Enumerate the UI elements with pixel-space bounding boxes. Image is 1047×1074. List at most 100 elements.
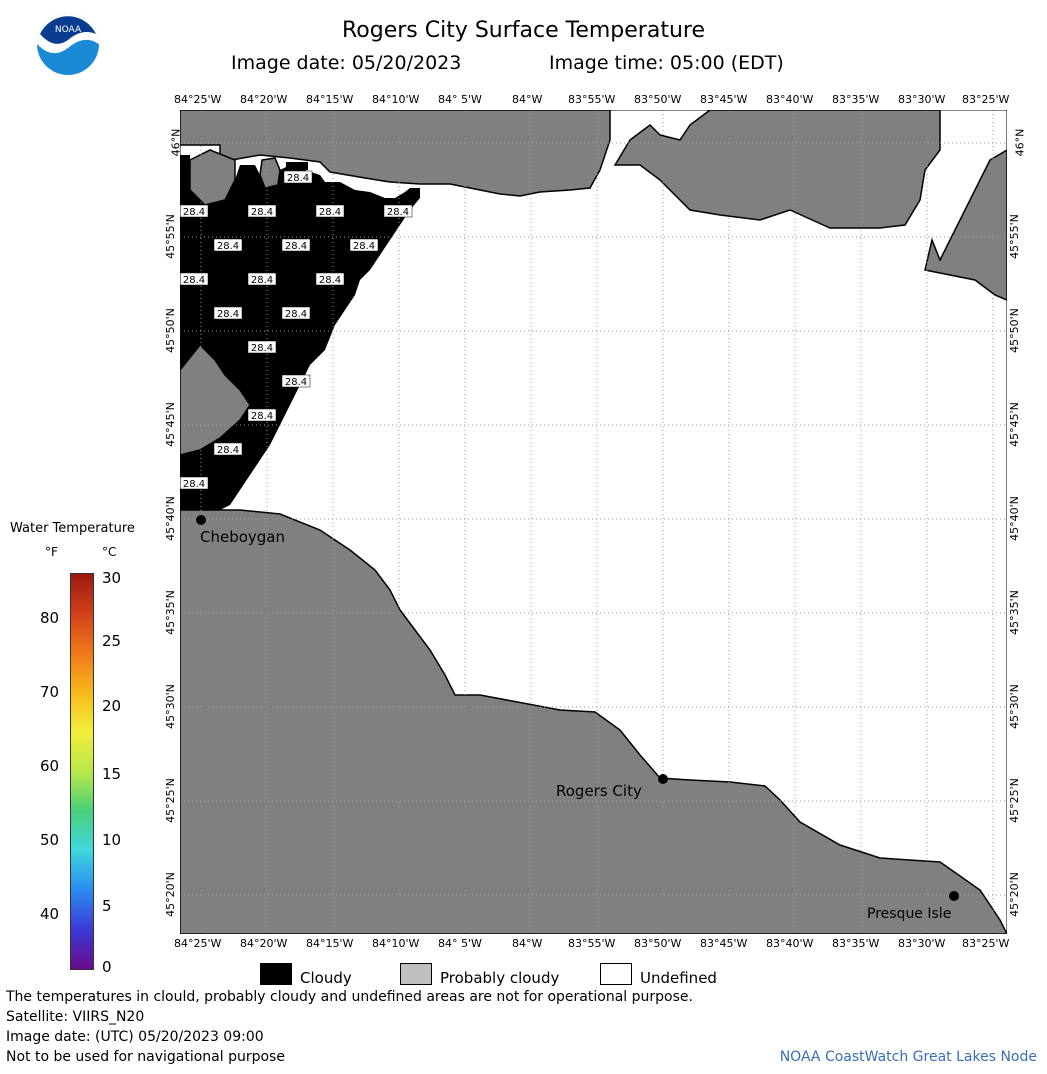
temp-label: 28.4 bbox=[180, 476, 209, 490]
colorbar-c-tick: 5 bbox=[102, 897, 112, 915]
temp-label: 28.4 bbox=[281, 306, 311, 320]
city-marker bbox=[196, 515, 206, 525]
map-panel: 28.4 28.4 28.4 28.4 28.4 28.4 28.4 28.4 … bbox=[180, 110, 1007, 934]
svg-text:28.4: 28.4 bbox=[387, 207, 409, 218]
key-undefined-label: Undefined bbox=[640, 969, 717, 987]
footer-disclaimer: The temperatures in clould, probably clo… bbox=[6, 989, 693, 1005]
lat-lon-grid bbox=[180, 110, 1007, 934]
footer-nav: Not to be used for navigational purpose bbox=[6, 1049, 285, 1065]
temp-label: 28.4 bbox=[281, 374, 311, 388]
lon-tick: 83°30'W bbox=[898, 93, 946, 106]
svg-text:28.4: 28.4 bbox=[217, 309, 239, 320]
temp-label: 28.4 bbox=[283, 170, 313, 184]
svg-text:28.4: 28.4 bbox=[287, 173, 309, 184]
city-label: Rogers City bbox=[556, 782, 642, 800]
colorbar-c-tick: 30 bbox=[102, 569, 122, 587]
lon-tick: 84°25'W bbox=[174, 93, 222, 106]
lon-tick: 83°50'W bbox=[634, 93, 682, 106]
svg-text:28.4: 28.4 bbox=[183, 479, 205, 490]
key-cloudy-label: Cloudy bbox=[300, 969, 352, 987]
temp-label: 28.4 bbox=[315, 272, 345, 286]
lat-tick: 45°35'N bbox=[1007, 590, 1021, 635]
svg-text:28.4: 28.4 bbox=[217, 445, 239, 456]
lat-tick: 45°30'N bbox=[1007, 684, 1021, 729]
lon-tick: 84°15'W bbox=[306, 93, 354, 106]
temp-label: 28.4 bbox=[180, 204, 209, 218]
logo-text: NOAA bbox=[55, 25, 82, 35]
lon-tick: 83°25'W bbox=[962, 93, 1010, 106]
temp-label: 28.4 bbox=[247, 204, 277, 218]
land-north-east bbox=[613, 110, 941, 229]
map-title: Rogers City Surface Temperature bbox=[341, 18, 706, 43]
colorbar-c-tick: 0 bbox=[102, 958, 112, 976]
lon-tick: 83°35'W bbox=[832, 937, 880, 950]
svg-text:28.4: 28.4 bbox=[353, 241, 375, 252]
lon-tick: 84°25'W bbox=[174, 937, 222, 950]
svg-text:28.4: 28.4 bbox=[251, 411, 273, 422]
svg-text:28.4: 28.4 bbox=[217, 241, 239, 252]
svg-text:28.4: 28.4 bbox=[183, 275, 205, 286]
colorbar bbox=[70, 573, 94, 970]
lat-tick: 45°30'N bbox=[163, 684, 177, 729]
temp-label: 28.4 bbox=[349, 238, 379, 252]
temp-label: 28.4 bbox=[247, 272, 277, 286]
image-date: Image date: 05/20/2023 bbox=[231, 52, 462, 74]
lat-tick: 45°25'N bbox=[1007, 778, 1021, 823]
city-marker bbox=[949, 891, 959, 901]
land-mainland bbox=[180, 509, 1007, 934]
footer-credit: NOAA CoastWatch Great Lakes Node bbox=[779, 1049, 1037, 1065]
lon-tick: 83°45'W bbox=[700, 93, 748, 106]
lat-tick: 46°N bbox=[169, 128, 183, 157]
land-east bbox=[924, 149, 1007, 301]
city-label: Presque Isle bbox=[867, 906, 951, 922]
lon-tick: 83°40'W bbox=[766, 93, 814, 106]
svg-text:28.4: 28.4 bbox=[285, 377, 307, 388]
colorbar-c-tick: 10 bbox=[102, 831, 122, 849]
city-marker bbox=[658, 774, 668, 784]
lon-tick: 83°50'W bbox=[634, 937, 682, 950]
temp-label: 28.4 bbox=[247, 340, 277, 354]
lon-tick: 84° 5'W bbox=[438, 937, 482, 950]
lon-tick: 84°W bbox=[512, 93, 543, 106]
colorbar-f-tick: 80 bbox=[40, 609, 60, 627]
svg-text:28.4: 28.4 bbox=[251, 207, 273, 218]
lat-tick: 45°35'N bbox=[163, 590, 177, 635]
key-undefined-swatch bbox=[600, 963, 632, 985]
city-label: Cheboygan bbox=[200, 528, 285, 546]
key-probably-cloudy-swatch bbox=[400, 963, 432, 985]
svg-text:28.4: 28.4 bbox=[319, 207, 341, 218]
city-presque-isle: Presque Isle bbox=[867, 891, 959, 922]
colorbar-f-tick: 40 bbox=[40, 905, 60, 923]
lon-tick: 83°55'W bbox=[568, 93, 616, 106]
lat-tick: 45°40'N bbox=[1007, 496, 1021, 541]
lon-tick: 83°45'W bbox=[700, 937, 748, 950]
temp-label: 28.4 bbox=[383, 204, 413, 218]
lon-tick: 83°55'W bbox=[568, 937, 616, 950]
temp-label: 28.4 bbox=[315, 204, 345, 218]
temp-label: 28.4 bbox=[281, 238, 311, 252]
colorbar-f-tick: 50 bbox=[40, 831, 60, 849]
svg-text:28.4: 28.4 bbox=[285, 309, 307, 320]
temp-label: 28.4 bbox=[213, 238, 243, 252]
lat-tick: 45°45'N bbox=[1007, 402, 1021, 447]
temp-label: 28.4 bbox=[247, 408, 277, 422]
lon-tick: 84°20'W bbox=[240, 93, 288, 106]
svg-text:28.4: 28.4 bbox=[285, 241, 307, 252]
lat-tick: 45°50'N bbox=[163, 308, 177, 353]
colorbar-unit-c: °C bbox=[102, 545, 117, 559]
lat-tick: 45°20'N bbox=[163, 872, 177, 917]
lon-tick: 84°20'W bbox=[240, 937, 288, 950]
svg-text:28.4: 28.4 bbox=[183, 207, 205, 218]
image-time: Image time: 05:00 (EDT) bbox=[549, 52, 784, 74]
colorbar-unit-f: °F bbox=[45, 545, 58, 559]
lat-tick: 45°40'N bbox=[163, 496, 177, 541]
lat-tick: 45°45'N bbox=[163, 402, 177, 447]
temp-label: 28.4 bbox=[180, 272, 209, 286]
lat-tick: 45°50'N bbox=[1007, 308, 1021, 353]
footer-image-date: Image date: (UTC) 05/20/2023 09:00 bbox=[6, 1029, 264, 1045]
svg-text:28.4: 28.4 bbox=[251, 275, 273, 286]
lat-tick: 45°55'N bbox=[1007, 214, 1021, 259]
noaa-logo: NOAA bbox=[37, 13, 99, 75]
land-north bbox=[180, 110, 611, 197]
lon-tick: 83°35'W bbox=[832, 93, 880, 106]
